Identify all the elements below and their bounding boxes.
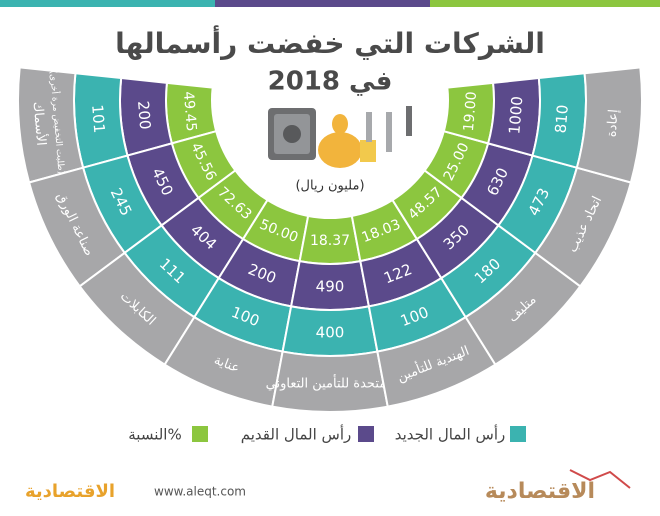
site-url: www.aleqt.com <box>154 485 246 499</box>
title-year: في 2018 <box>268 67 393 97</box>
top-strip <box>0 0 215 7</box>
unit-label: (مليون ريال) <box>295 179 364 194</box>
value-label: 810 <box>552 104 572 134</box>
value-label: 19.00 <box>461 91 480 132</box>
legend-swatch <box>192 426 208 442</box>
value-label: 49.45 <box>180 91 199 132</box>
value-label: 400 <box>316 324 345 342</box>
legend-label: النسبة% <box>128 426 181 444</box>
legend-swatch <box>358 426 374 442</box>
value-label: 200 <box>134 100 154 130</box>
segment-name <box>575 66 643 184</box>
logo: الاقتصادية <box>485 479 595 504</box>
company-name: المتحدة للتأمين التعاوني <box>266 374 395 392</box>
company-name: إعادة <box>604 109 621 138</box>
company-name: الأسماك <box>30 101 51 146</box>
safe-icon <box>268 106 412 168</box>
legend-label: رأس المال الجديد <box>395 425 505 444</box>
logo-line <box>569 469 631 489</box>
value-label: 490 <box>316 278 345 296</box>
value-label: 1000 <box>505 95 526 135</box>
legend-label: رأس المال القديم <box>241 425 352 444</box>
value-label: 101 <box>88 104 108 134</box>
legend-swatch <box>510 426 526 442</box>
top-strip <box>430 0 660 7</box>
logo: الاقتصادية <box>25 481 115 502</box>
value-label: 18.37 <box>310 233 350 249</box>
title: الشركات التي خفضت رأسمالها <box>115 25 545 60</box>
top-strip <box>215 0 430 7</box>
